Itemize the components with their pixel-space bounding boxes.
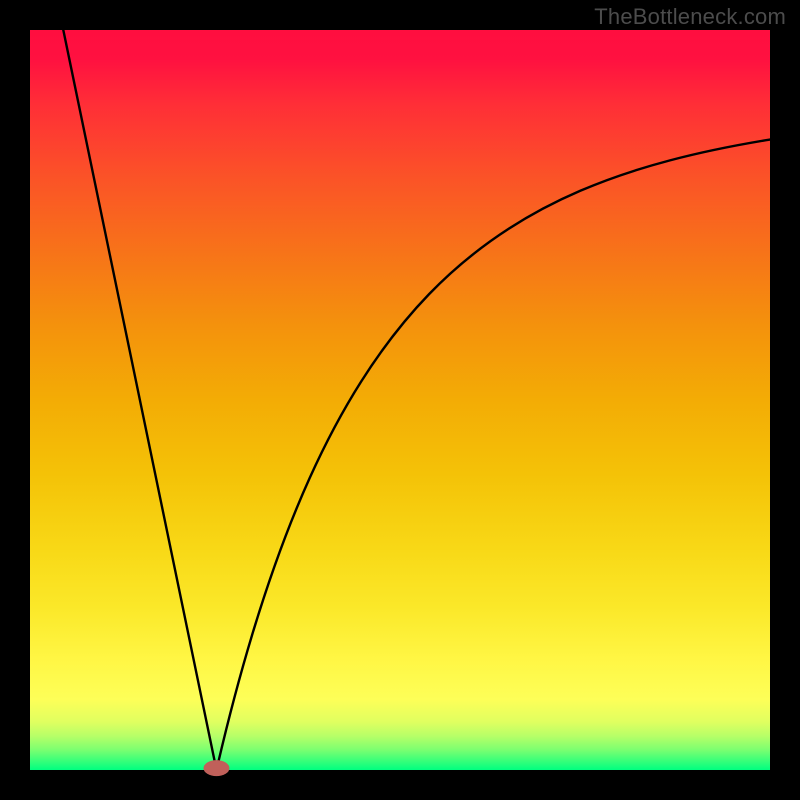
bottleneck-chart [0, 0, 800, 800]
optimal-point-marker [203, 760, 229, 776]
